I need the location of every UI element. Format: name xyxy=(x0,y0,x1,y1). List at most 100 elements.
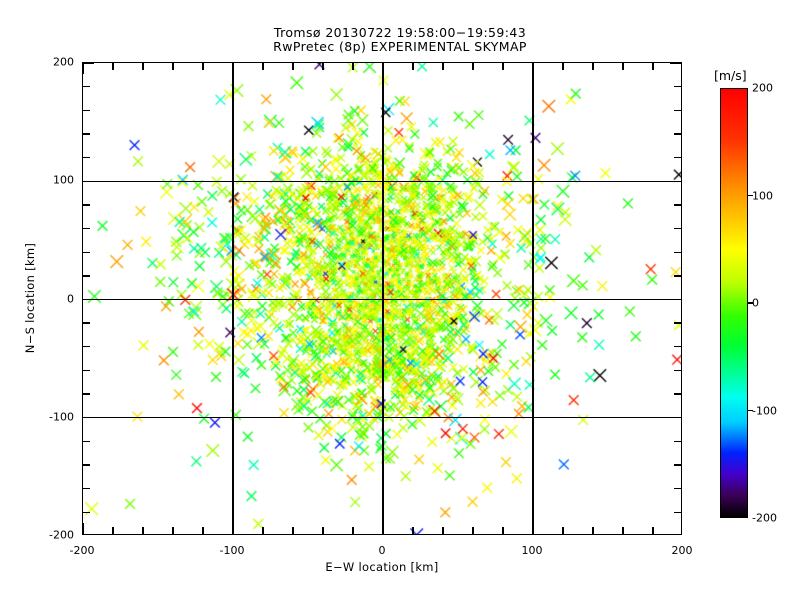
axis-tick xyxy=(622,63,624,70)
y-tick-label: 100 xyxy=(53,173,74,187)
axis-tick xyxy=(202,527,204,534)
axis-tick xyxy=(592,63,594,70)
colorbar-title: [m/s] xyxy=(714,68,747,83)
axis-tick xyxy=(472,527,474,534)
axis-tick xyxy=(382,63,384,74)
axis-tick xyxy=(83,180,94,182)
axis-tick xyxy=(83,393,90,395)
axis-tick xyxy=(532,63,534,74)
figure-title: Tromsø 20130722 19:58:00−19:59:43 RwPret… xyxy=(0,26,800,54)
axis-tick xyxy=(142,527,144,534)
axis-tick xyxy=(83,440,90,443)
gridline-horizontal xyxy=(83,417,681,419)
colorbar-tick-label: 0 xyxy=(752,296,759,310)
axis-tick xyxy=(83,251,90,253)
axis-tick xyxy=(674,156,681,159)
axis-tick xyxy=(352,527,354,534)
axis-tick xyxy=(172,527,174,534)
axis-tick xyxy=(652,63,654,70)
axis-tick xyxy=(592,527,594,534)
axis-tick xyxy=(674,488,681,490)
colorbar-tick-label: 200 xyxy=(752,81,773,95)
axis-tick xyxy=(112,527,114,534)
gridline-horizontal xyxy=(83,298,681,301)
axis-tick xyxy=(674,85,681,88)
colorbar-gradient xyxy=(720,88,748,518)
axis-tick xyxy=(322,527,324,534)
axis-tick xyxy=(442,63,444,70)
axis-tick xyxy=(670,180,681,182)
x-tick-label: 0 xyxy=(378,544,386,557)
axis-tick xyxy=(83,322,90,324)
axis-tick xyxy=(262,527,264,534)
y-tick-label: -200 xyxy=(49,528,74,542)
axis-tick xyxy=(83,346,90,348)
axis-tick xyxy=(83,523,84,534)
axis-tick xyxy=(83,85,90,88)
axis-tick xyxy=(352,63,354,70)
axis-tick xyxy=(674,204,681,206)
axis-tick xyxy=(674,251,681,253)
y-tick-label: 200 xyxy=(53,55,74,69)
axis-tick xyxy=(674,227,681,230)
axis-tick xyxy=(674,369,681,372)
colorbar-tick-label: -200 xyxy=(752,511,777,525)
title-line-2: RwPretec (8p) EXPERIMENTAL SKYMAP xyxy=(273,39,527,54)
axis-tick xyxy=(202,63,204,70)
axis-tick xyxy=(532,523,534,534)
gridline-vertical xyxy=(382,63,384,534)
axis-tick xyxy=(83,298,94,301)
y-tick-label: 0 xyxy=(67,292,74,305)
axis-tick xyxy=(622,527,624,534)
axis-tick xyxy=(83,63,94,64)
axis-tick xyxy=(172,63,174,70)
axis-tick xyxy=(83,156,90,159)
axis-tick xyxy=(83,275,90,277)
axis-tick xyxy=(83,488,90,490)
axis-tick xyxy=(112,63,114,70)
axis-tick xyxy=(674,440,681,443)
axis-tick xyxy=(83,417,94,419)
colorbar-tick xyxy=(748,302,753,304)
colorbar-tick-label: -100 xyxy=(752,404,777,417)
gridline-vertical xyxy=(532,63,534,534)
axis-tick xyxy=(83,227,90,230)
axis-tick xyxy=(142,63,144,70)
axis-tick xyxy=(670,63,681,64)
scatter-points-layer xyxy=(83,63,681,534)
plot-area xyxy=(82,62,682,535)
axis-tick xyxy=(83,369,90,372)
axis-tick xyxy=(562,527,564,534)
gridline-horizontal xyxy=(83,180,681,182)
axis-tick xyxy=(232,63,234,74)
axis-tick xyxy=(502,527,504,534)
axis-tick xyxy=(442,527,444,534)
axis-tick xyxy=(83,511,90,514)
axis-tick xyxy=(502,63,504,70)
axis-tick xyxy=(322,63,324,70)
axis-tick xyxy=(652,527,654,534)
colorbar-tick-label: 100 xyxy=(752,189,773,202)
axis-tick xyxy=(674,109,681,111)
axis-tick xyxy=(674,464,681,466)
x-axis-title: E−W location [km] xyxy=(325,560,439,574)
axis-tick xyxy=(674,133,681,135)
axis-tick xyxy=(83,133,90,135)
title-line-1: Tromsø 20130722 19:58:00−19:59:43 xyxy=(273,25,527,40)
axis-tick xyxy=(232,523,234,534)
axis-tick xyxy=(674,322,681,324)
axis-tick xyxy=(83,464,90,466)
axis-tick xyxy=(412,527,414,534)
y-tick-label: -100 xyxy=(49,410,74,424)
axis-tick xyxy=(83,109,90,111)
colorbar-tick xyxy=(748,409,753,412)
colorbar-tick xyxy=(748,194,753,197)
x-tick-label: 100 xyxy=(521,544,543,557)
axis-tick xyxy=(382,523,384,534)
x-tick-label: 200 xyxy=(671,544,693,557)
axis-tick xyxy=(292,527,294,534)
axis-tick xyxy=(670,417,681,419)
axis-tick xyxy=(674,511,681,514)
x-tick-label: -100 xyxy=(219,544,245,557)
